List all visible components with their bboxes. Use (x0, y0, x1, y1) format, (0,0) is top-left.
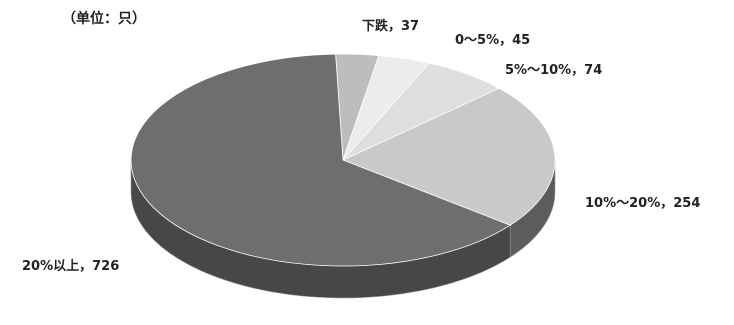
pie-slice (341, 87, 556, 226)
slice-data-label: 下跌，37 (362, 18, 419, 34)
slice-data-label: 5%～10%，74 (505, 63, 602, 78)
unit-note: （单位：只） (62, 11, 146, 27)
slice-data-label: 20%以上，726 (22, 259, 119, 274)
pie-labels: 下跌，37 0～5%，45 5%～10%，74 10%～20%，254 20%以上，72… (22, 18, 700, 274)
pie-slice (130, 53, 512, 267)
slice-data-label: 0～5%，45 (455, 33, 530, 48)
slice-data-label: 10%～20%，254 (585, 196, 700, 211)
pie-top-faces (130, 53, 556, 267)
